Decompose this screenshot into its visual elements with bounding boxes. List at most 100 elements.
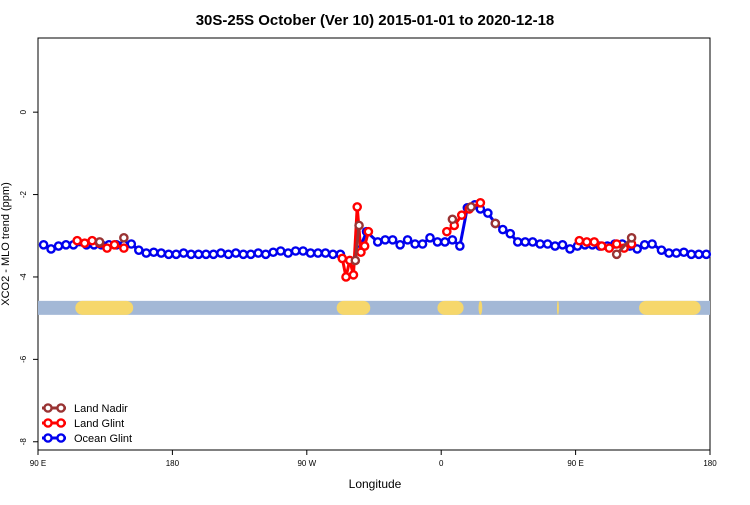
land-segment [556,300,559,315]
data-point [348,270,359,280]
chart-title: 30S-25S October (Ver 10) 2015-01-01 to 2… [196,12,555,29]
data-point [520,237,531,247]
data-point [527,237,538,247]
data-point [119,233,129,243]
data-point [363,226,374,237]
axes: 90 E 180 90 W 0 90 E 180 0 -2 -4 -6 -8 [19,109,717,468]
data-point [126,239,137,249]
data-point [350,255,361,266]
legend-label: Land Glint [74,418,124,430]
data-point [38,240,49,250]
data-point [395,240,405,250]
y-axis-label: XCO2 - MLO trend (ppm) [0,182,12,305]
x-tick-label: 180 [703,459,717,468]
data-point [87,235,97,246]
legend-marker [43,403,53,413]
data-point [574,235,585,246]
legend-marker [56,403,66,413]
land-segment [639,300,701,315]
data-point [193,249,204,260]
legend-item: Ocean Glint [42,433,132,445]
data-point [664,248,674,258]
data-point [535,239,545,249]
data-point [260,249,271,260]
series-layer [38,197,712,282]
data-point [497,224,508,235]
legend-marker [43,418,53,428]
data-point [133,245,144,255]
data-point [94,237,105,247]
land-segment [437,300,464,315]
plot-frame [37,37,711,451]
data-point [447,214,458,225]
land-segment [75,300,134,315]
series-land-nadir [94,202,637,266]
data-point [148,247,159,258]
data-point [557,240,568,250]
data-point [565,244,575,254]
data-point [512,237,523,247]
legend-marker [56,418,66,428]
legend-label: Ocean Glint [74,433,132,445]
data-point [432,237,443,247]
data-point [178,248,189,258]
data-point [156,248,166,258]
data-point [402,235,413,245]
data-point [46,244,56,254]
data-point [216,248,226,258]
data-point [313,248,323,258]
data-point [238,249,249,260]
data-point [268,247,279,258]
legend-item: Land Glint [42,418,124,430]
data-point [611,249,622,260]
data-point [410,239,420,249]
data-point [102,243,112,253]
series-land-glint [72,197,637,282]
legend-marker [43,433,53,443]
legend-label: Land Nadir [74,403,128,415]
y-tick-label: -6 [19,355,28,363]
data-point [201,249,211,260]
data-point [447,235,458,245]
data-point [337,253,348,264]
x-tick-label: 90 E [30,459,46,468]
data-point [550,241,560,251]
data-point [354,220,364,231]
data-point [632,244,643,254]
data-point [455,241,465,251]
x-axis-label: Longitude [349,477,402,491]
land-segment [336,300,371,315]
data-point [186,249,196,260]
data-point [604,243,615,253]
data-point [589,237,600,247]
y-tick-label: -8 [19,438,28,446]
data-point [679,247,689,258]
data-point [53,241,64,251]
x-tick-label: 180 [166,459,180,468]
data-point [79,238,90,248]
x-tick-label: 90 W [297,459,316,468]
data-point [582,237,592,247]
data-point [320,248,331,258]
y-tick-label: 0 [19,109,28,114]
series-line-segment [353,225,361,261]
data-point [141,248,152,258]
data-point [359,241,370,251]
legend: Land Nadir Land Glint Ocean Glint [42,403,132,445]
data-point [163,249,174,260]
data-point [441,226,452,237]
data-point [596,241,607,251]
data-point [290,246,301,256]
data-point [275,246,286,256]
data-point [425,233,435,243]
data-point [380,235,391,245]
data-point [456,210,467,220]
data-point [466,202,476,212]
data-point [639,240,650,250]
data-point [61,240,71,250]
data-point [341,272,351,282]
data-point [656,245,667,255]
data-point [671,248,682,258]
y-tick-label: -2 [19,190,28,198]
legend-item: Land Nadir [42,403,128,415]
